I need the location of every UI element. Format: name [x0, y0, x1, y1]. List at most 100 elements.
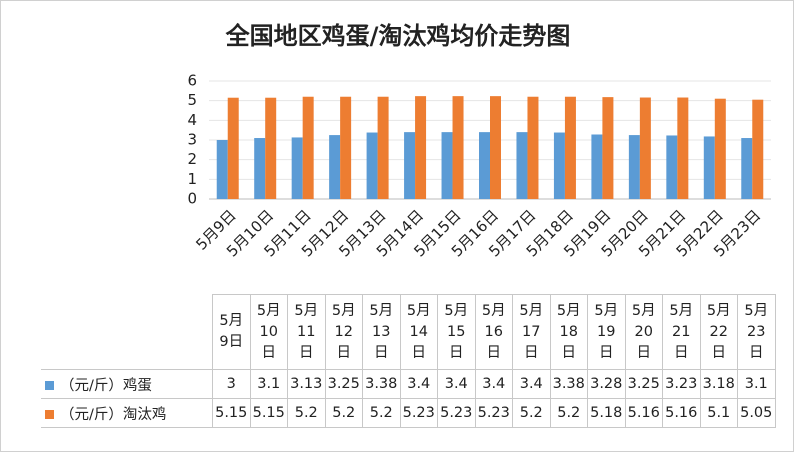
- y-tick-label: 2: [187, 150, 197, 168]
- table-cell: 3.4: [512, 369, 551, 399]
- bar: [564, 96, 576, 199]
- category-label: 5月17日: [519, 302, 544, 361]
- table-header-cell: 5月15日: [437, 294, 476, 370]
- bar: [340, 96, 352, 199]
- table-cell: 3.23: [662, 369, 701, 399]
- y-tick-label: 1: [187, 170, 197, 188]
- table-cell: 5.2: [549, 398, 588, 428]
- category-label: 5月14日: [406, 302, 431, 361]
- category-label: 5月22日: [706, 302, 731, 361]
- table-header-cell: 5月9日: [212, 294, 251, 370]
- bar: [591, 134, 603, 199]
- bar: [302, 96, 314, 199]
- y-tick-label: 6: [187, 72, 197, 90]
- table-cell: 3.4: [399, 369, 438, 399]
- table-cell: 5.23: [474, 398, 513, 428]
- bar: [227, 97, 239, 199]
- table-cell: 5.2: [362, 398, 401, 428]
- table-cell: 5.2: [324, 398, 363, 428]
- category-label: 5月18日: [556, 302, 581, 361]
- table-cell: 5.15: [212, 398, 251, 428]
- bar: [490, 96, 501, 199]
- category-label: 5月20日: [631, 302, 656, 361]
- bar: [602, 97, 614, 199]
- table-cell: 5.16: [624, 398, 663, 428]
- bar: [741, 138, 753, 199]
- y-tick-label: 4: [187, 111, 197, 129]
- category-label: 5月19日: [594, 302, 619, 361]
- bar: [553, 132, 565, 199]
- table-cell: 3.1: [737, 369, 776, 399]
- table-header-cell: 5月11日: [287, 294, 326, 370]
- table-cell: 3.18: [699, 369, 738, 399]
- category-label: 5月15日: [444, 302, 469, 361]
- table-cell: 5.23: [399, 398, 438, 428]
- table-cell: 3.25: [624, 369, 663, 399]
- category-label: 5月23日: [744, 302, 769, 361]
- table-header-cell: 5月16日: [474, 294, 513, 370]
- table-row: （元/斤）鸡蛋 3 3.1 3.13 3.25 3.38 3.4 3.4 3.4 3.4 3.38 3…: [41, 369, 776, 399]
- chart: 全国地区鸡蛋/淘汰鸡均价走势图 01234565月9日5月10日5月11日5月1…: [187, 22, 771, 260]
- table-header-cell: 5月12日: [324, 294, 363, 370]
- bar: [441, 132, 453, 199]
- bar: [628, 135, 640, 199]
- legend-label: （元/斤）鸡蛋: [60, 377, 152, 394]
- bar: [516, 132, 528, 199]
- table-cell: 3: [212, 369, 251, 399]
- table-header-cell: 5月19日: [587, 294, 626, 370]
- table-cell: 5.05: [737, 398, 776, 428]
- bar: [366, 132, 378, 199]
- legend-swatch: [45, 380, 54, 390]
- bar: [404, 132, 416, 199]
- table-cell: 5.1: [699, 398, 738, 428]
- category-label: 5月9日: [219, 313, 244, 350]
- bar: [752, 99, 764, 199]
- category-label: 5月13日: [369, 302, 394, 361]
- chart-title: 全国地区鸡蛋/淘汰鸡均价走势图: [225, 22, 571, 50]
- table-row: （元/斤）淘汰鸡 5.15 5.15 5.2 5.2 5.2 5.23 5.23 5.23 5.2…: [41, 398, 776, 428]
- bar: [677, 97, 689, 199]
- table-header-cell: 5月13日: [362, 294, 401, 370]
- table-header-cell: 5月17日: [512, 294, 551, 370]
- table-header-cell: 5月14日: [399, 294, 438, 370]
- y-tick-label: 3: [187, 131, 197, 149]
- legend-cell: （元/斤）淘汰鸡: [41, 398, 213, 428]
- table-header-row: 5月9日 5月10日 5月11日 5月12日 5月13日 5月14日 5月15日 5月16日 5…: [41, 294, 776, 370]
- table-cell: 5.15: [249, 398, 288, 428]
- table-header-cell: 5月20日: [624, 294, 663, 370]
- bar: [377, 96, 389, 199]
- table-cell: 3.28: [587, 369, 626, 399]
- table-cell: 3.13: [287, 369, 326, 399]
- category-label: 5月11日: [294, 302, 319, 361]
- table-cell: 3.4: [474, 369, 513, 399]
- y-tick-label: 5: [187, 91, 197, 109]
- table-cell: 3.1: [249, 369, 288, 399]
- bar: [265, 97, 277, 199]
- table-cell: 3.38: [549, 369, 588, 399]
- bar: [714, 98, 726, 199]
- bar: [291, 137, 303, 199]
- bar: [452, 96, 464, 199]
- table-cell: 5.18: [587, 398, 626, 428]
- bar: [479, 132, 490, 199]
- legend-cell: （元/斤）鸡蛋: [41, 369, 213, 399]
- table-header-cell: 5月10日: [249, 294, 288, 370]
- table-cell: 5.2: [287, 398, 326, 428]
- category-label: 5月21日: [669, 302, 694, 361]
- category-label: 5月12日: [331, 302, 356, 361]
- table-corner: [41, 294, 213, 370]
- data-table: 5月9日 5月10日 5月11日 5月12日 5月13日 5月14日 5月15日 5月16日 5…: [41, 294, 776, 428]
- legend-swatch: [45, 409, 54, 419]
- table-cell: 5.23: [437, 398, 476, 428]
- bar: [254, 138, 266, 199]
- bar: [639, 97, 651, 199]
- table-cell: 5.2: [512, 398, 551, 428]
- table-cell: 3.25: [324, 369, 363, 399]
- table-cell: 3.4: [437, 369, 476, 399]
- category-label: 5月10日: [256, 302, 281, 361]
- table-cell: 5.16: [662, 398, 701, 428]
- bar: [703, 136, 715, 199]
- bar: [329, 135, 341, 199]
- table-header-cell: 5月18日: [549, 294, 588, 370]
